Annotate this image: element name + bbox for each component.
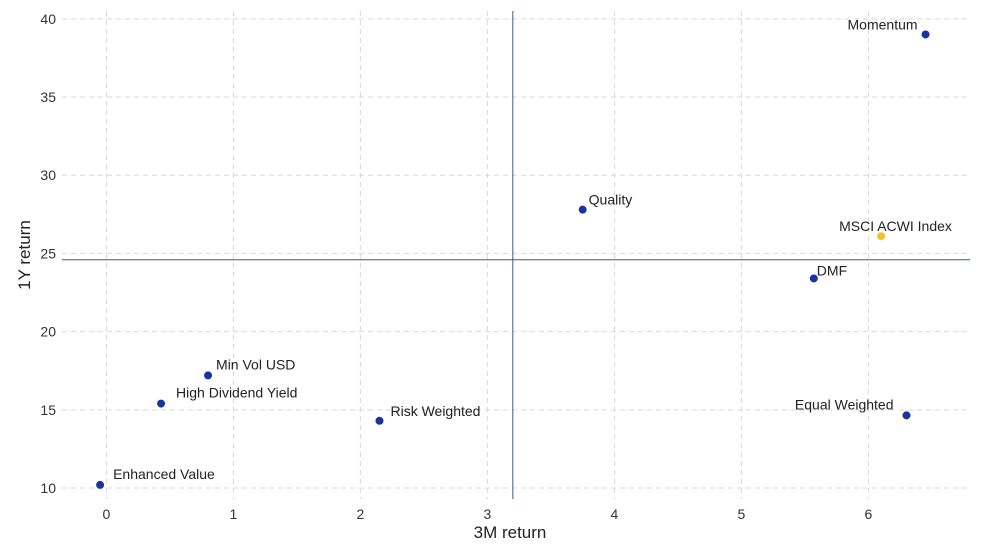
- point-label: Risk Weighted: [390, 403, 480, 419]
- data-point: [96, 480, 105, 489]
- point-labels: Momentum Quality MSCI ACWI Index DMF Min Vol…: [113, 16, 952, 481]
- point-label: Min Vol USD: [216, 356, 295, 372]
- y-tick-label: 20: [40, 324, 56, 340]
- data-point: [921, 30, 930, 39]
- x-tick-label: 6: [865, 506, 873, 522]
- tick-labels: 0 1 2 3 4 5 6 10 15 20 25 30 35 40: [40, 11, 872, 522]
- data-point: [809, 274, 818, 283]
- data-point: [578, 205, 587, 214]
- y-tick-label: 40: [40, 11, 56, 27]
- x-tick-label: 3: [484, 506, 492, 522]
- data-point: [902, 411, 911, 420]
- point-label: DMF: [817, 262, 847, 278]
- data-point: [877, 232, 886, 241]
- x-tick-label: 0: [103, 506, 111, 522]
- point-label: Enhanced Value: [113, 466, 215, 482]
- grid: [62, 11, 970, 499]
- point-label: High Dividend Yield: [176, 385, 297, 401]
- point-label: Momentum: [848, 16, 918, 32]
- data-point: [157, 399, 166, 408]
- y-tick-label: 25: [40, 245, 56, 261]
- point-label: Equal Weighted: [795, 396, 894, 412]
- point-label: MSCI ACWI Index: [839, 218, 952, 234]
- y-axis-title: 1Y return: [15, 220, 34, 290]
- y-tick-label: 15: [40, 402, 56, 418]
- data-point: [204, 371, 213, 380]
- data-point: [375, 416, 384, 425]
- reference-lines: [62, 11, 970, 499]
- x-tick-label: 4: [611, 506, 619, 522]
- y-tick-label: 10: [40, 480, 56, 496]
- x-tick-label: 2: [357, 506, 365, 522]
- data-points: [96, 30, 930, 489]
- x-axis-title: 3M return: [474, 523, 547, 542]
- x-tick-label: 1: [230, 506, 238, 522]
- point-label: Quality: [589, 192, 633, 208]
- y-tick-label: 35: [40, 89, 56, 105]
- x-tick-label: 5: [738, 506, 746, 522]
- y-tick-label: 30: [40, 167, 56, 183]
